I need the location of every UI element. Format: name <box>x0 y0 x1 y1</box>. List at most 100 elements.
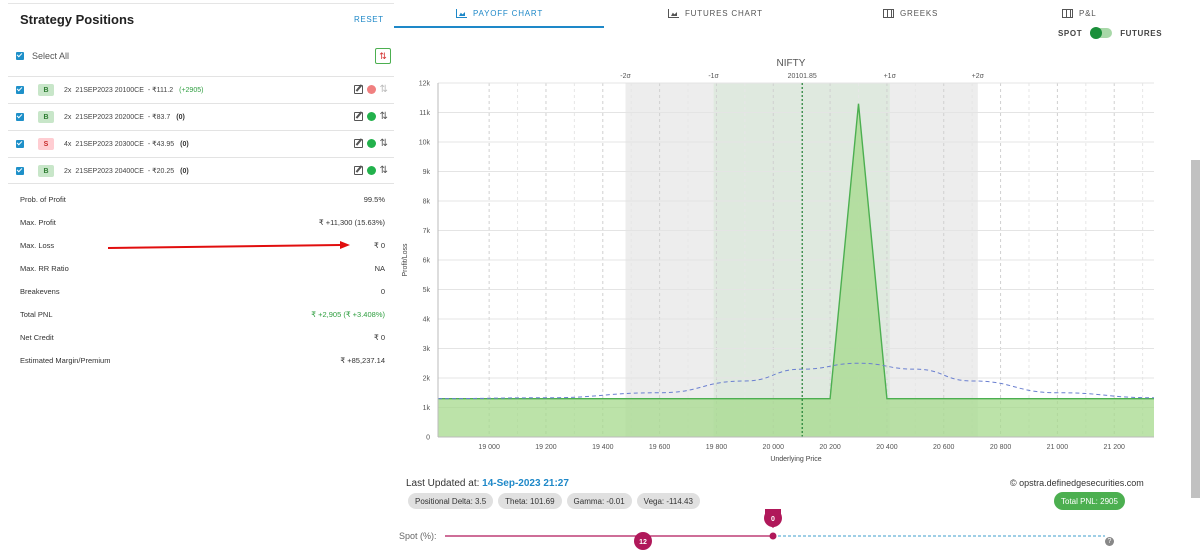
position-pnl: (0) <box>180 140 189 148</box>
position-checkbox[interactable] <box>16 167 24 175</box>
side-badge: B <box>38 84 54 96</box>
x-tick-label: 20 000 <box>763 444 785 451</box>
metric-label: Max. Profit <box>20 218 56 227</box>
updated-prefix: Last Updated at: <box>406 478 480 489</box>
position-row[interactable]: S 4x 21SEP2023 20300CE - ₹43.95 (0) ⇅ <box>8 130 394 157</box>
slider-marker-bubble <box>634 532 652 550</box>
payoff-chart: 0 1k 2k 3k 4k 5k 6k 7k 8k 9k 10k 11k 12k 19 000 19 200… <box>402 58 1155 463</box>
x-axis-label: Underlying Price <box>770 456 821 463</box>
metric-row: Total PNL ₹ +2,905 (₹ +3.408%) <box>20 310 385 319</box>
position-price: - ₹43.95 <box>147 141 175 148</box>
slider-thumb[interactable] <box>769 532 777 540</box>
swap-icon[interactable]: ⇅ <box>379 111 388 122</box>
metric-label: Max. Loss <box>20 241 55 250</box>
theta-pill: Theta: 101.69 <box>498 493 562 509</box>
y-tick-label: 3k <box>423 346 431 353</box>
status-dot-icon[interactable] <box>366 85 376 94</box>
position-actions: ⇅ <box>353 165 388 176</box>
chart-area-icon <box>668 9 679 18</box>
metric-value: ₹ 0 <box>373 333 385 342</box>
tab-greeks[interactable]: GREEKS <box>883 9 938 18</box>
y-tick-label: 2k <box>423 376 431 383</box>
sort-button[interactable]: ⇅ <box>375 48 391 64</box>
status-dot-icon[interactable] <box>366 112 376 121</box>
table-icon <box>883 9 894 18</box>
spot-slider[interactable]: 0 12 <box>440 505 1110 550</box>
y-tick-label: 0 <box>426 435 430 442</box>
metric-row: Breakevens 0 <box>20 287 385 296</box>
toggle-switch[interactable] <box>1090 27 1113 39</box>
spot-label: SPOT <box>1058 28 1083 38</box>
select-all-label: Select All <box>32 51 70 61</box>
edit-icon[interactable] <box>353 85 363 94</box>
swap-icon[interactable]: ⇅ <box>379 138 388 149</box>
position-price: - ₹20.25 <box>147 168 175 175</box>
slider-marker-value: 12 <box>639 539 647 546</box>
x-tick-label: 19 000 <box>478 444 500 451</box>
status-dot-icon[interactable] <box>366 139 376 148</box>
help-icon[interactable]: ? <box>1105 537 1114 546</box>
side-badge: B <box>38 111 54 123</box>
updated-time: 14-Sep-2023 21:27 <box>482 478 569 489</box>
metric-value: NA <box>374 264 385 273</box>
metric-value: ₹ +2,905 (₹ +3.408%) <box>311 310 385 319</box>
x-tick-label: 20 600 <box>933 444 955 451</box>
gamma-pill: Gamma: -0.01 <box>566 493 632 509</box>
side-badge: S <box>38 138 54 150</box>
y-tick-label: 7k <box>423 228 431 235</box>
position-checkbox[interactable] <box>16 86 24 94</box>
metric-value: 99.5% <box>363 195 385 204</box>
spot-slider-label: Spot (%): <box>399 531 437 541</box>
position-price: - ₹111.2 <box>147 87 174 94</box>
reset-button[interactable]: RESET <box>354 15 384 24</box>
select-all-checkbox[interactable]: Select All <box>16 51 69 61</box>
position-checkbox[interactable] <box>16 140 24 148</box>
y-tick-label: 5k <box>423 287 431 294</box>
position-row[interactable]: B 2x 21SEP2023 20400CE - ₹20.25 (0) ⇅ <box>8 157 394 184</box>
position-qty: 4x <box>64 140 72 148</box>
panel-title: Strategy Positions <box>20 12 135 27</box>
metric-row: Prob. of Profit 99.5% <box>20 195 385 204</box>
metric-label: Breakevens <box>20 287 60 296</box>
edit-icon[interactable] <box>353 139 363 148</box>
payoff-area <box>438 103 1154 438</box>
slider-value-bubble <box>764 509 782 527</box>
metric-value: ₹ +11,300 (15.63%) <box>318 218 385 227</box>
scrollbar[interactable] <box>1191 160 1200 498</box>
position-row[interactable]: B 2x 21SEP2023 20200CE - ₹83.7 (0) ⇅ <box>8 103 394 130</box>
tab-futures-chart[interactable]: FUTURES CHART <box>668 9 763 18</box>
x-tick-label: 20 800 <box>990 444 1012 451</box>
y-tick-label: 8k <box>423 199 431 206</box>
total-pnl-badge: Total PNL: 2905 <box>1054 492 1125 510</box>
x-tick-label: 20 400 <box>876 444 898 451</box>
position-qty: 2x <box>64 167 72 175</box>
metric-label: Estimated Margin/Premium <box>20 356 111 365</box>
top-divider <box>8 0 394 4</box>
status-dot-icon[interactable] <box>366 166 376 175</box>
edit-icon[interactable] <box>353 166 363 175</box>
swap-icon[interactable]: ⇅ <box>379 84 388 95</box>
x-tick-label: 19 200 <box>535 444 557 451</box>
x-tick-label: 20 200 <box>819 444 841 451</box>
delta-pill: Positional Delta: 3.5 <box>408 493 494 509</box>
tab-payoff-chart[interactable]: PAYOFF CHART <box>456 9 543 18</box>
metric-value: ₹ 0 <box>373 241 385 250</box>
table-icon <box>1062 9 1073 18</box>
chart-title: NIFTY <box>777 58 806 69</box>
position-checkbox[interactable] <box>16 113 24 121</box>
edit-icon[interactable] <box>353 112 363 121</box>
metric-label: Net Credit <box>20 333 54 342</box>
red-arrow-annotation <box>108 241 350 249</box>
y-tick-label: 4k <box>423 317 431 324</box>
x-tick-label: 19 400 <box>592 444 614 451</box>
metric-value: 0 <box>380 287 385 296</box>
checkbox-icon[interactable] <box>16 52 24 60</box>
y-axis-label: Profit/Loss <box>402 243 409 277</box>
tab-label: FUTURES CHART <box>685 9 763 18</box>
chart-area-icon <box>456 9 467 18</box>
sigma-label: +2σ <box>972 73 985 80</box>
swap-icon[interactable]: ⇅ <box>379 165 388 176</box>
tab-pnl[interactable]: P&L <box>1062 9 1097 18</box>
greeks-pills: Positional Delta: 3.5 Theta: 101.69 Gamm… <box>408 493 700 509</box>
position-row[interactable]: B 2x 21SEP2023 20100CE - ₹111.2 (+2905) ⇅ <box>8 76 394 103</box>
